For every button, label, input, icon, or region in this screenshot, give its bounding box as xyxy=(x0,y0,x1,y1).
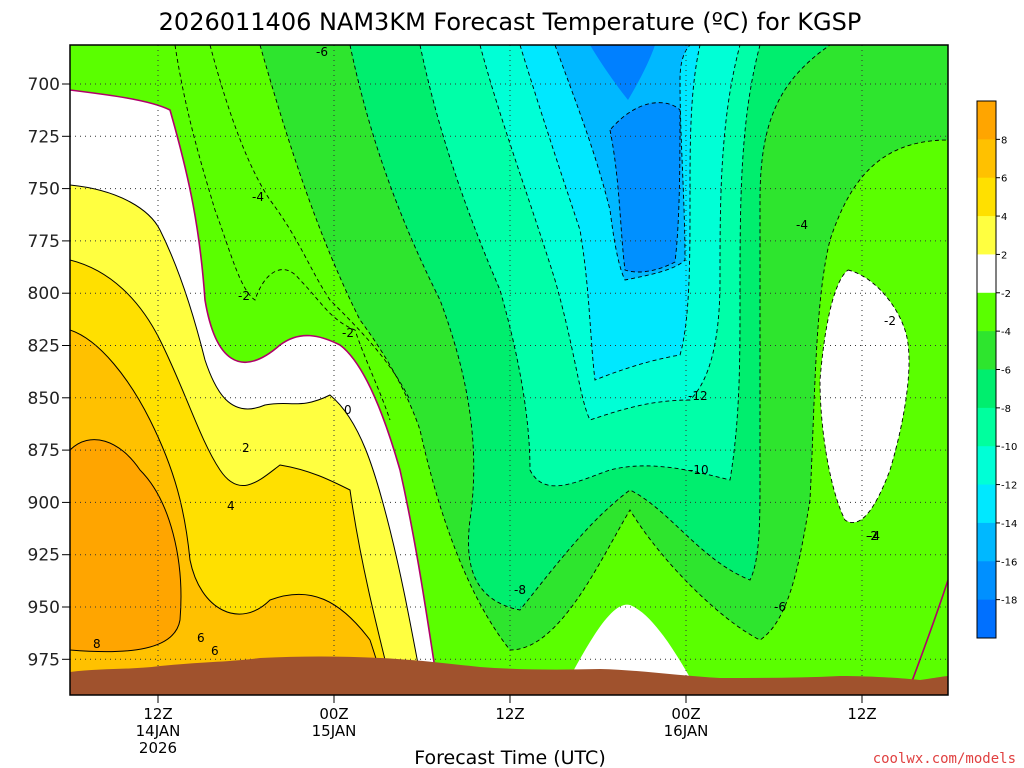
x-tick-label: 15JAN xyxy=(312,722,357,740)
contour-minus14 xyxy=(519,45,701,381)
contour-label: -2 xyxy=(884,314,896,328)
colorbar-label: -2 xyxy=(1001,289,1011,300)
contour-label: -4 xyxy=(796,218,808,232)
contour-zero-left xyxy=(70,89,440,695)
colorbar-swatch xyxy=(977,216,996,255)
contour-4 xyxy=(70,259,395,695)
colorbar-label: -18 xyxy=(1001,596,1017,607)
contour-label: -2 xyxy=(866,529,878,543)
colorbar-label: -16 xyxy=(1001,557,1017,568)
contour-minus2-left xyxy=(174,45,391,421)
contour-label: -10 xyxy=(689,463,709,477)
contour-minus2-right xyxy=(819,269,910,523)
contour-labels: -6 -4 -2 -2 -2 0 2 4 6 6 8 -4 -2 -12 -10… xyxy=(93,45,896,658)
colorbar-label: -12 xyxy=(1001,481,1017,492)
x-tick-label: 14JAN xyxy=(136,722,181,740)
colorbar-swatch xyxy=(977,522,996,562)
y-tick-label: 850 xyxy=(28,389,60,409)
y-tick-label: 775 xyxy=(28,232,60,252)
contour-label: -12 xyxy=(688,389,708,403)
contour-label: -4 xyxy=(252,190,264,204)
colorbar-label: -4 xyxy=(1001,327,1011,338)
y-tick-label: 725 xyxy=(28,127,60,147)
contour-label: -2 xyxy=(342,326,354,340)
credit-text: coolwx.com/models xyxy=(873,751,1016,767)
colorbar-swatch xyxy=(977,561,996,601)
grid-lines xyxy=(70,45,948,695)
x-tick-label: 00Z xyxy=(319,705,348,723)
x-tick-label: 12Z xyxy=(143,705,172,723)
colorbar-swatch xyxy=(977,331,996,370)
contour-minus6 xyxy=(259,45,948,651)
chart-title: 2026011406 NAM3KM Forecast Temperature (… xyxy=(159,8,862,36)
contour-minus12 xyxy=(479,45,741,421)
x-tick-label: 12Z xyxy=(847,705,876,723)
colorbar-label: 2 xyxy=(1001,250,1007,261)
contour-6 xyxy=(70,329,389,695)
region-below-minus18 xyxy=(590,45,655,100)
y-tick-label: 800 xyxy=(28,284,60,304)
y-tick-label: 750 xyxy=(28,180,60,200)
colorbar-swatch xyxy=(977,292,996,332)
colorbar-label: 6 xyxy=(1001,174,1007,185)
colorbar-swatch xyxy=(977,484,996,524)
contour-label: 6 xyxy=(211,644,219,658)
contour-8 xyxy=(70,439,182,653)
colorbar-swatch xyxy=(977,101,996,140)
y-tick-label: 825 xyxy=(28,337,60,357)
colorbar-swatch xyxy=(977,177,996,217)
region-right-above-minus2 xyxy=(820,270,910,523)
y-tick-label: 975 xyxy=(28,650,60,670)
terrain xyxy=(70,656,948,695)
contour-label: 8 xyxy=(93,637,101,651)
colorbar-label: -14 xyxy=(1001,519,1017,530)
colorbar-swatch xyxy=(977,599,996,639)
contour-label: 0 xyxy=(344,403,352,417)
colorbar-swatch xyxy=(977,446,996,486)
contour-label: 4 xyxy=(227,499,235,513)
colorbar-swatch xyxy=(977,369,996,409)
y-tick-label: 700 xyxy=(28,75,60,95)
colorbar-label: 4 xyxy=(1001,212,1007,223)
contour-label: 6 xyxy=(197,631,205,645)
x-tick-label: 2026 xyxy=(139,739,177,757)
contour-label: -6 xyxy=(774,600,786,614)
contour-label: -8 xyxy=(514,583,526,597)
colorbar-label: 8 xyxy=(1001,135,1007,146)
region-6-to-8 xyxy=(70,439,181,652)
x-tick-label: 00Z xyxy=(671,705,700,723)
y-tick-label: 900 xyxy=(28,493,60,513)
y-tick-label: 925 xyxy=(28,546,60,566)
colorbar-label: -8 xyxy=(1001,404,1011,415)
contour-label: -2 xyxy=(238,289,250,303)
colorbar: 8 6 4 2 -2 -4 -6 -8 -10 -12 -14 -16 -18 xyxy=(976,100,1017,639)
contour-minus18 xyxy=(609,102,681,273)
contour-label: -6 xyxy=(316,45,328,59)
region-core-blue xyxy=(610,102,680,273)
x-tick-label: 16JAN xyxy=(664,722,709,740)
colorbar-label: -6 xyxy=(1001,366,1011,377)
y-axis: 700 725 750 775 800 825 850 875 900 925 950 975 xyxy=(28,75,70,670)
y-tick-label: 950 xyxy=(28,598,60,618)
x-tick-label: 12Z xyxy=(495,705,524,723)
colorbar-swatch xyxy=(977,139,996,179)
plot-frame xyxy=(69,44,949,696)
contour-minus4 xyxy=(209,45,411,401)
contour-minus10 xyxy=(419,45,761,487)
contour-label: -4 xyxy=(868,529,880,543)
y-tick-label: 875 xyxy=(28,441,60,461)
temperature-field xyxy=(70,45,948,695)
x-axis-label: Forecast Time (UTC) xyxy=(414,747,605,768)
colorbar-swatch xyxy=(977,407,996,447)
contour-minus8 xyxy=(349,45,831,611)
colorbar-label: -10 xyxy=(1001,442,1017,453)
contour-2 xyxy=(70,184,425,695)
colorbar-swatch xyxy=(977,254,996,294)
contour-label: 2 xyxy=(242,441,250,455)
